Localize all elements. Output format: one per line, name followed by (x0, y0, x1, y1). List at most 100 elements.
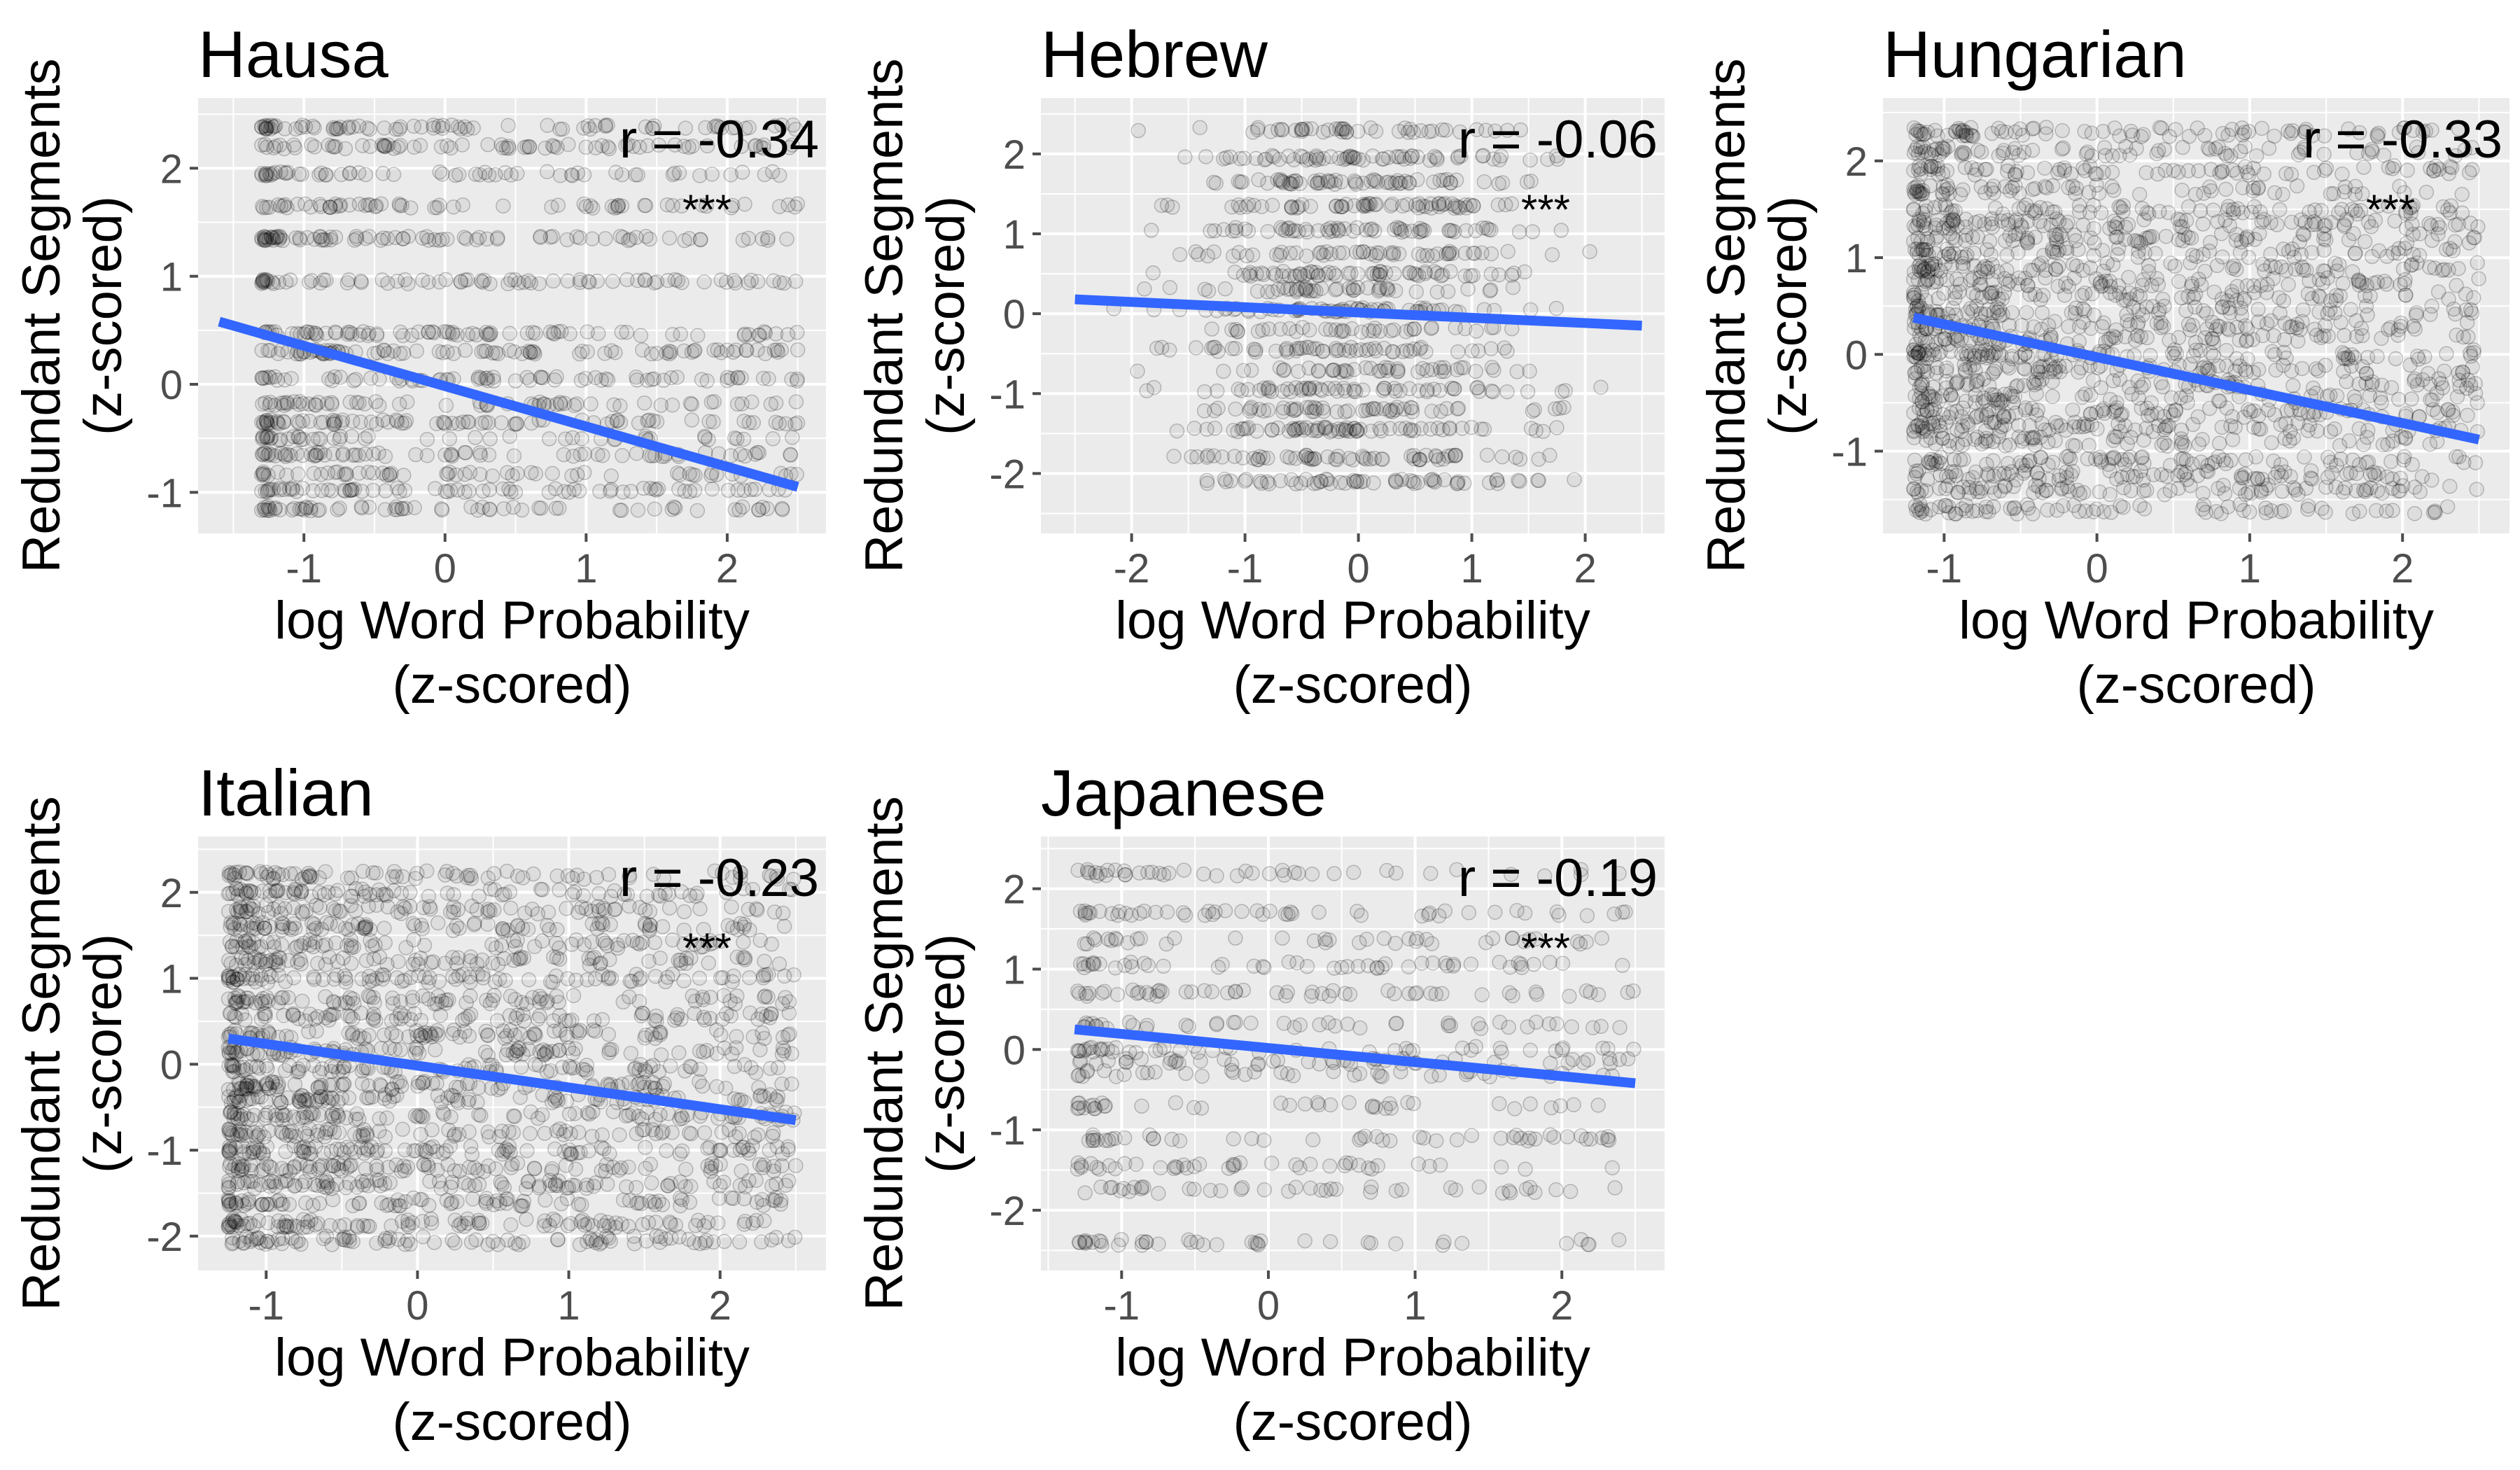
data-point (438, 447, 453, 463)
data-point (2225, 432, 2241, 447)
data-point (1346, 362, 1362, 377)
data-point (521, 273, 536, 288)
data-point (1924, 457, 1940, 472)
data-point (2274, 484, 2290, 499)
data-point (468, 430, 483, 445)
data-point (2011, 429, 2026, 444)
data-point (598, 231, 613, 246)
data-point (608, 344, 623, 360)
data-point (476, 343, 492, 358)
data-point (482, 431, 498, 447)
data-point (2238, 318, 2253, 334)
data-point (404, 328, 420, 343)
y-tick-label: -2 (989, 451, 1026, 497)
data-point (1259, 474, 1275, 489)
data-point (1486, 363, 1502, 378)
data-point (1476, 174, 1492, 190)
data-point (2138, 164, 2154, 181)
panel-title: Hebrew (1041, 18, 1268, 91)
data-point (495, 140, 511, 155)
data-point (1334, 323, 1350, 338)
data-point (490, 346, 506, 362)
data-point (665, 167, 681, 183)
data-point (290, 466, 306, 482)
data-point (1973, 144, 1989, 160)
data-point (1490, 197, 1506, 213)
data-point (544, 199, 559, 215)
data-point (2188, 186, 2204, 202)
data-point (2335, 276, 2351, 291)
data-point (2193, 454, 2209, 470)
x-tick-label: 0 (434, 546, 456, 592)
data-point (1335, 245, 1351, 260)
data-point (1398, 421, 1413, 436)
data-point (368, 865, 384, 881)
data-point (638, 197, 654, 214)
data-point (305, 431, 321, 447)
data-point (1207, 403, 1222, 419)
data-point (375, 465, 391, 481)
data-point (2344, 347, 2360, 363)
data-point (2323, 186, 2339, 202)
data-point (1424, 362, 1441, 377)
data-point (2054, 122, 2070, 139)
data-point (311, 395, 326, 410)
data-point (1958, 125, 1974, 141)
data-point (546, 326, 562, 342)
data-point (1549, 420, 1564, 435)
data-point (393, 138, 408, 153)
data-point (1334, 124, 1350, 140)
data-point (484, 468, 500, 484)
data-point (550, 197, 566, 213)
data-point (2422, 436, 2438, 452)
data-point (1948, 506, 1963, 522)
data-point (1298, 340, 1315, 355)
data-point (495, 481, 511, 497)
data-point (1408, 284, 1424, 300)
data-point (737, 448, 752, 464)
data-point (349, 395, 365, 410)
data-point (2220, 127, 2236, 143)
data-point (528, 466, 544, 482)
data-point (2295, 302, 2311, 318)
data-point (265, 232, 281, 248)
data-point (2040, 502, 2055, 518)
data-point (2092, 484, 2108, 500)
data-point (258, 413, 274, 429)
data-point (360, 197, 376, 213)
data-point (332, 119, 348, 135)
data-point (396, 468, 412, 483)
data-point (2395, 261, 2412, 277)
data-point (633, 328, 649, 344)
data-point (391, 121, 407, 137)
data-point (327, 369, 343, 385)
data-point (1413, 220, 1428, 237)
data-point (253, 467, 270, 483)
data-point (392, 197, 407, 214)
data-point (2304, 245, 2320, 260)
data-point (1278, 342, 1294, 358)
data-point (588, 140, 603, 155)
data-point (2129, 141, 2144, 156)
data-point (2272, 202, 2288, 218)
data-point (449, 482, 465, 498)
y-tick-label: -1 (1831, 430, 1868, 475)
data-point (368, 199, 384, 215)
data-point (788, 394, 804, 410)
data-point (2246, 365, 2261, 380)
data-point (1329, 404, 1345, 420)
data-point (328, 121, 344, 136)
data-point (1198, 149, 1214, 164)
data-point (500, 276, 516, 292)
data-point (2405, 318, 2421, 334)
data-point (292, 230, 307, 246)
data-point (1427, 474, 1443, 490)
data-point (545, 273, 561, 289)
data-point (665, 197, 680, 214)
data-point (438, 398, 454, 413)
data-point (368, 393, 384, 410)
data-point (638, 119, 654, 135)
data-point (1130, 363, 1145, 379)
data-point (2153, 315, 2169, 330)
data-point (552, 395, 568, 410)
